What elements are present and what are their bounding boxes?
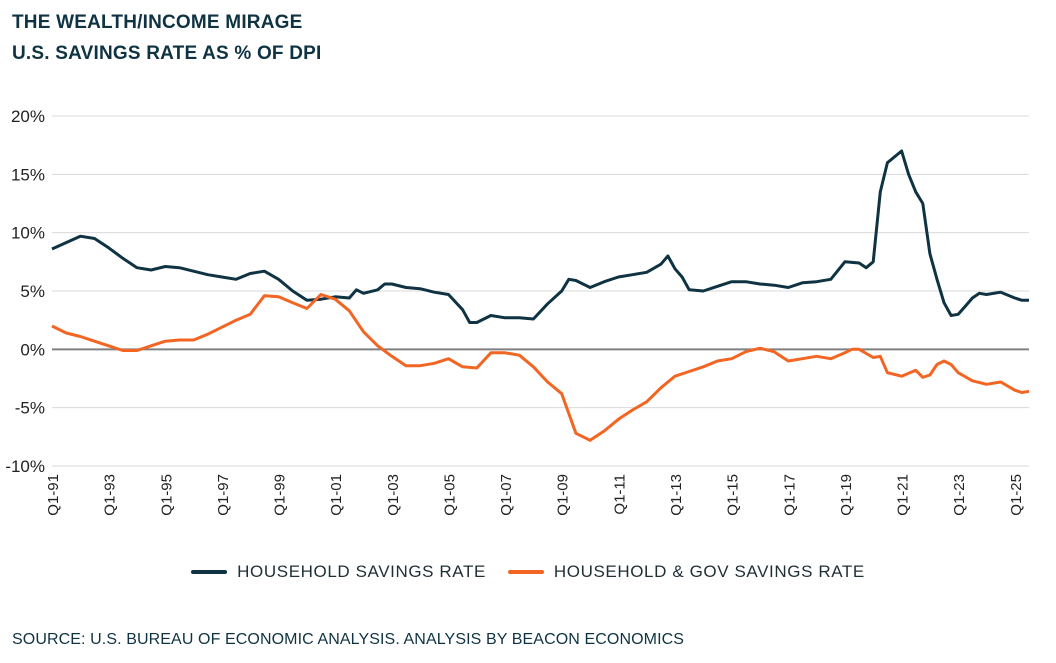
series-lines	[51, 149, 1030, 442]
x-tick-label: Q1-07	[498, 474, 515, 516]
x-tick-label: Q1-03	[385, 474, 402, 516]
chart-subtitle: U.S. SAVINGS RATE AS % OF DPI	[12, 43, 322, 64]
source-note: SOURCE: U.S. BUREAU OF ECONOMIC ANALYSIS…	[12, 631, 685, 648]
x-tick-label: Q1-17	[781, 474, 798, 516]
legend-item-household-gov: HOUSEHOLD & GOV SAVINGS RATE	[507, 562, 865, 582]
x-tick-label: Q1-91	[45, 474, 62, 516]
x-tick-label: Q1-15	[725, 474, 742, 516]
series-line-household	[51, 149, 1029, 324]
x-tick-label: Q1-09	[555, 474, 572, 516]
y-tick-label: 20%	[11, 107, 45, 126]
x-tick-label: Q1-13	[668, 474, 685, 516]
y-tick-label: -5%	[15, 399, 45, 418]
y-tick-label: -10%	[5, 457, 45, 476]
legend: HOUSEHOLD SAVINGS RATE HOUSEHOLD & GOV S…	[0, 562, 1056, 582]
chart-title: THE WEALTH/INCOME MIRAGE	[12, 12, 303, 33]
x-tick-label: Q1-95	[158, 474, 175, 516]
x-tick-label: Q1-93	[102, 474, 119, 516]
legend-item-household: HOUSEHOLD SAVINGS RATE	[191, 562, 486, 582]
series-line-household-gov	[51, 293, 1030, 442]
x-tick-label: Q1-23	[951, 474, 968, 516]
x-tick-label: Q1-97	[215, 474, 232, 516]
legend-swatch-household-gov	[507, 570, 544, 574]
y-axis-ticks: -10% -5% 0% 5% 10% 15% 20%	[5, 107, 45, 476]
y-tick-label: 10%	[11, 224, 45, 243]
x-tick-label: Q1-05	[441, 474, 458, 516]
x-axis-ticks: Q1-91 Q1-93 Q1-95 Q1-97 Q1-99 Q1-01 Q1-03 Q1-05…	[45, 474, 1025, 516]
grid-lines	[52, 115, 1029, 467]
x-tick-label: Q1-99	[272, 474, 289, 516]
x-tick-label: Q1-21	[895, 474, 912, 516]
y-tick-label: 0%	[20, 340, 45, 359]
y-tick-label: 15%	[11, 165, 45, 184]
legend-label-household-gov: HOUSEHOLD & GOV SAVINGS RATE	[553, 562, 865, 581]
x-tick-label: Q1-19	[838, 474, 855, 516]
legend-swatch-household	[191, 570, 228, 574]
y-tick-label: 5%	[20, 282, 45, 301]
x-tick-label: Q1-25	[1008, 474, 1025, 516]
x-tick-label: Q1-01	[328, 474, 345, 516]
legend-label-household: HOUSEHOLD SAVINGS RATE	[237, 562, 486, 581]
x-tick-label: Q1-11	[611, 474, 628, 515]
